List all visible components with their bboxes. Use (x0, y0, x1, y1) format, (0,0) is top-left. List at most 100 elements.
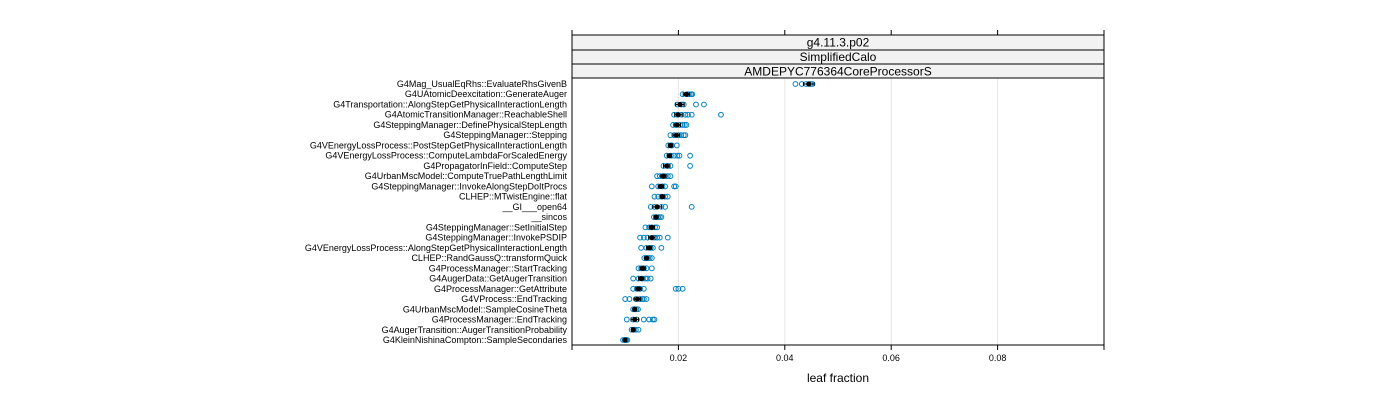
run-point (646, 316, 653, 323)
run-point (658, 214, 665, 221)
category-label: G4Transportation::AlongStepGetPhysicalIn… (333, 99, 567, 109)
mean-point (635, 286, 642, 292)
run-point (672, 183, 679, 190)
run-point (651, 316, 658, 323)
mean-point (643, 255, 650, 261)
category-label: G4UAtomicDeexcitation::GenerateAuger (405, 89, 567, 99)
run-point (630, 275, 637, 282)
x-tick-label: 0.04 (776, 353, 794, 363)
category-label: G4VProcess::EndTracking (461, 294, 567, 304)
run-point (637, 234, 643, 241)
run-point (718, 111, 724, 118)
run-point (693, 101, 699, 108)
run-point (667, 173, 674, 180)
data-points (620, 81, 816, 343)
category-label: G4VEnergyLossProcess::AlongStepGetPhysic… (305, 243, 567, 253)
x-axis: 0.02 0.04 0.06 0.08 (571, 30, 1105, 363)
mean-point (653, 214, 659, 220)
run-point (676, 152, 683, 159)
run-point (623, 316, 630, 323)
run-point (640, 296, 647, 302)
strip-3-label: AMDEPYC776364CoreProcessorS (744, 65, 931, 79)
category-label: G4ProcessManager::StartTracking (429, 263, 567, 273)
category-label: CLHEP::RandGaussQ::transformQuick (411, 253, 567, 263)
category-label: G4UrbanMscModel::SampleCosineTheta (403, 304, 567, 314)
strip-headers: g4.11.3.p02 SimplifiedCalo AMDEPYC776364… (571, 34, 1105, 79)
run-point (651, 193, 658, 200)
run-point (626, 296, 633, 302)
mean-point (649, 235, 655, 241)
category-label: G4ProcessManager::EndTracking (432, 315, 567, 325)
x-axis-title: leaf fraction (807, 371, 869, 385)
mean-point (667, 142, 674, 149)
mean-point (630, 327, 636, 333)
category-label: G4KleinNishinaCompton::SampleSecondaries (383, 335, 568, 345)
mean-point (658, 183, 664, 189)
category-label: G4AugerTransition::AugerTransitionProbab… (382, 325, 568, 335)
run-point (685, 111, 691, 118)
gridlines (677, 78, 999, 345)
run-point (682, 132, 689, 139)
mean-point (677, 101, 683, 108)
category-label: G4VEnergyLossProcess::ComputeLambdaForSc… (325, 151, 567, 161)
x-tick-label: 0.08 (989, 353, 1007, 363)
mean-point (675, 112, 682, 118)
run-point (664, 193, 671, 200)
run-point (658, 244, 665, 251)
run-point (672, 285, 679, 292)
mean-point (660, 173, 667, 179)
run-point (656, 234, 663, 241)
category-labels: G4Mag_UsualEqRhs::EvaluateRhsGivenBG4UAt… (305, 79, 568, 345)
mean-point (674, 122, 680, 128)
run-point (642, 224, 649, 231)
mean-point (634, 296, 641, 302)
strip-1-label: g4.11.3.p02 (807, 36, 870, 50)
category-label: G4SteppingManager::DefinePhysicalStepLen… (373, 120, 567, 130)
mean-point (638, 275, 644, 282)
run-point (648, 183, 655, 190)
category-label: G4UrbanMscModel::ComputeTruePathLengthLi… (365, 171, 568, 181)
category-label: __sincos (530, 212, 567, 222)
run-point (664, 234, 671, 241)
run-point (647, 275, 654, 282)
run-point (687, 163, 694, 169)
run-point (675, 285, 682, 292)
category-label: G4PropagatorInField::ComputeStep (423, 161, 567, 171)
x-tick-label: 0.02 (670, 353, 688, 363)
category-label: G4VEnergyLossProcess::PostStepGetPhysica… (310, 140, 567, 150)
mean-point (646, 245, 652, 251)
mean-point (654, 204, 660, 210)
run-point (688, 111, 695, 118)
strip-2-label: SimplifiedCalo (800, 50, 877, 64)
panel-frame (571, 77, 1105, 346)
category-label: CLHEP::MTwistEngine::flat (459, 192, 568, 202)
mean-point (640, 265, 646, 271)
category-label: G4AtomicTransitionManager::ReachableShel… (385, 110, 567, 120)
run-point (640, 316, 647, 323)
run-point (635, 326, 642, 333)
mean-point (659, 194, 666, 200)
run-point (674, 152, 681, 159)
mean-point (632, 306, 638, 312)
x-tick-label: 0.06 (882, 353, 900, 363)
category-label: G4Mag_UsualEqRhs::EvaluateRhsGivenB (397, 79, 567, 89)
run-point (638, 244, 645, 251)
run-point (622, 296, 629, 302)
category-label: __GI___open64 (501, 202, 567, 212)
run-point (683, 122, 690, 128)
run-point (687, 152, 694, 159)
run-point (792, 81, 799, 87)
run-point (688, 203, 695, 210)
run-point (648, 265, 655, 272)
mean-point (806, 81, 812, 87)
category-label: G4ProcessManager::GetAttribute (434, 284, 567, 294)
category-label: G4AugerData::GetAugerTransition (429, 274, 567, 284)
run-point (648, 255, 655, 261)
mean-point (632, 316, 638, 323)
category-label: G4SteppingManager::Stepping (443, 130, 567, 140)
mean-point (673, 132, 679, 138)
run-point (673, 142, 680, 149)
mean-point (666, 153, 672, 159)
run-point (682, 111, 689, 118)
